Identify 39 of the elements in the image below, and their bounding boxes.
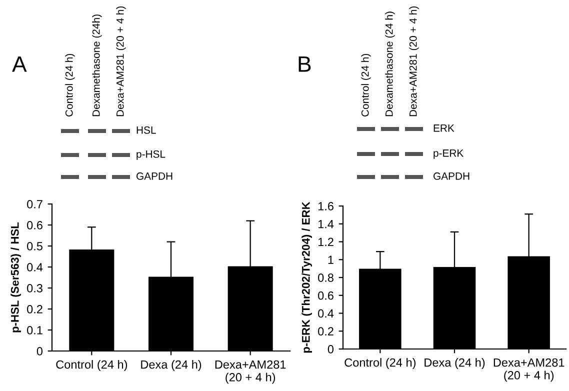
y-tick-label: 0.5 <box>27 242 42 250</box>
text: Dexamethasone (24 h) <box>385 12 395 116</box>
x-tick-label: Dexa (24 h) <box>141 360 202 372</box>
text: Dexamethasone (24h) <box>92 14 102 116</box>
y-tick-label: 1 <box>328 256 334 264</box>
text: ERK <box>434 124 454 132</box>
x-tick-label: Control (24 h) <box>344 358 416 370</box>
chart-title: B <box>298 56 311 72</box>
x-tick-label: Control (24 h) <box>56 360 128 372</box>
y-tick-label: 0.2 <box>27 305 42 314</box>
y-tick-label: 0.2 <box>318 327 334 336</box>
x-tick-label: Dexa+AM281 (20 + 4 h) <box>494 358 564 382</box>
y-tick-label: 0.1 <box>27 326 42 334</box>
y-tick-label: 0.6 <box>318 291 334 300</box>
y-tick-label: 0.4 <box>318 309 334 318</box>
y-tick-label: 0.4 <box>27 263 43 272</box>
x-tick-label: Dexa (24 h) <box>424 358 485 370</box>
y-tick-label: 1.4 <box>318 220 334 228</box>
chart-title: A <box>12 56 27 72</box>
y-tick-label: 0.7 <box>27 200 42 208</box>
y-axis-title: p-ERK (Thr202/Tyr204) / ERK <box>302 202 312 353</box>
text: p-HSL <box>136 150 166 160</box>
text: Control (24 h) <box>65 54 75 116</box>
y-tick-label: 0.3 <box>27 284 42 292</box>
text: Dexa+AM281 (20 + 4 h) <box>409 6 419 116</box>
y-tick-label: 0 <box>328 345 334 354</box>
x-tick-label: Dexa+AM281 (20 + 4 h) <box>215 360 286 384</box>
y-tick-label: 0.6 <box>27 221 42 230</box>
y-tick-label: 1.6 <box>318 202 334 210</box>
y-axis-title: p-HSL (Ser563) / HSL <box>10 222 22 332</box>
text: GAPDH <box>434 172 470 180</box>
text: p-ERK <box>434 150 464 159</box>
y-tick-label: 1.2 <box>318 238 334 246</box>
text: Control (24 h) <box>361 54 371 116</box>
y-tick-label: 0.8 <box>318 274 334 282</box>
y-tick-label: 0 <box>36 347 43 356</box>
text: Dexa+AM281 (20 + 4 h) <box>116 6 126 116</box>
text: GAPDH <box>136 172 172 180</box>
text: HSL <box>136 126 156 134</box>
